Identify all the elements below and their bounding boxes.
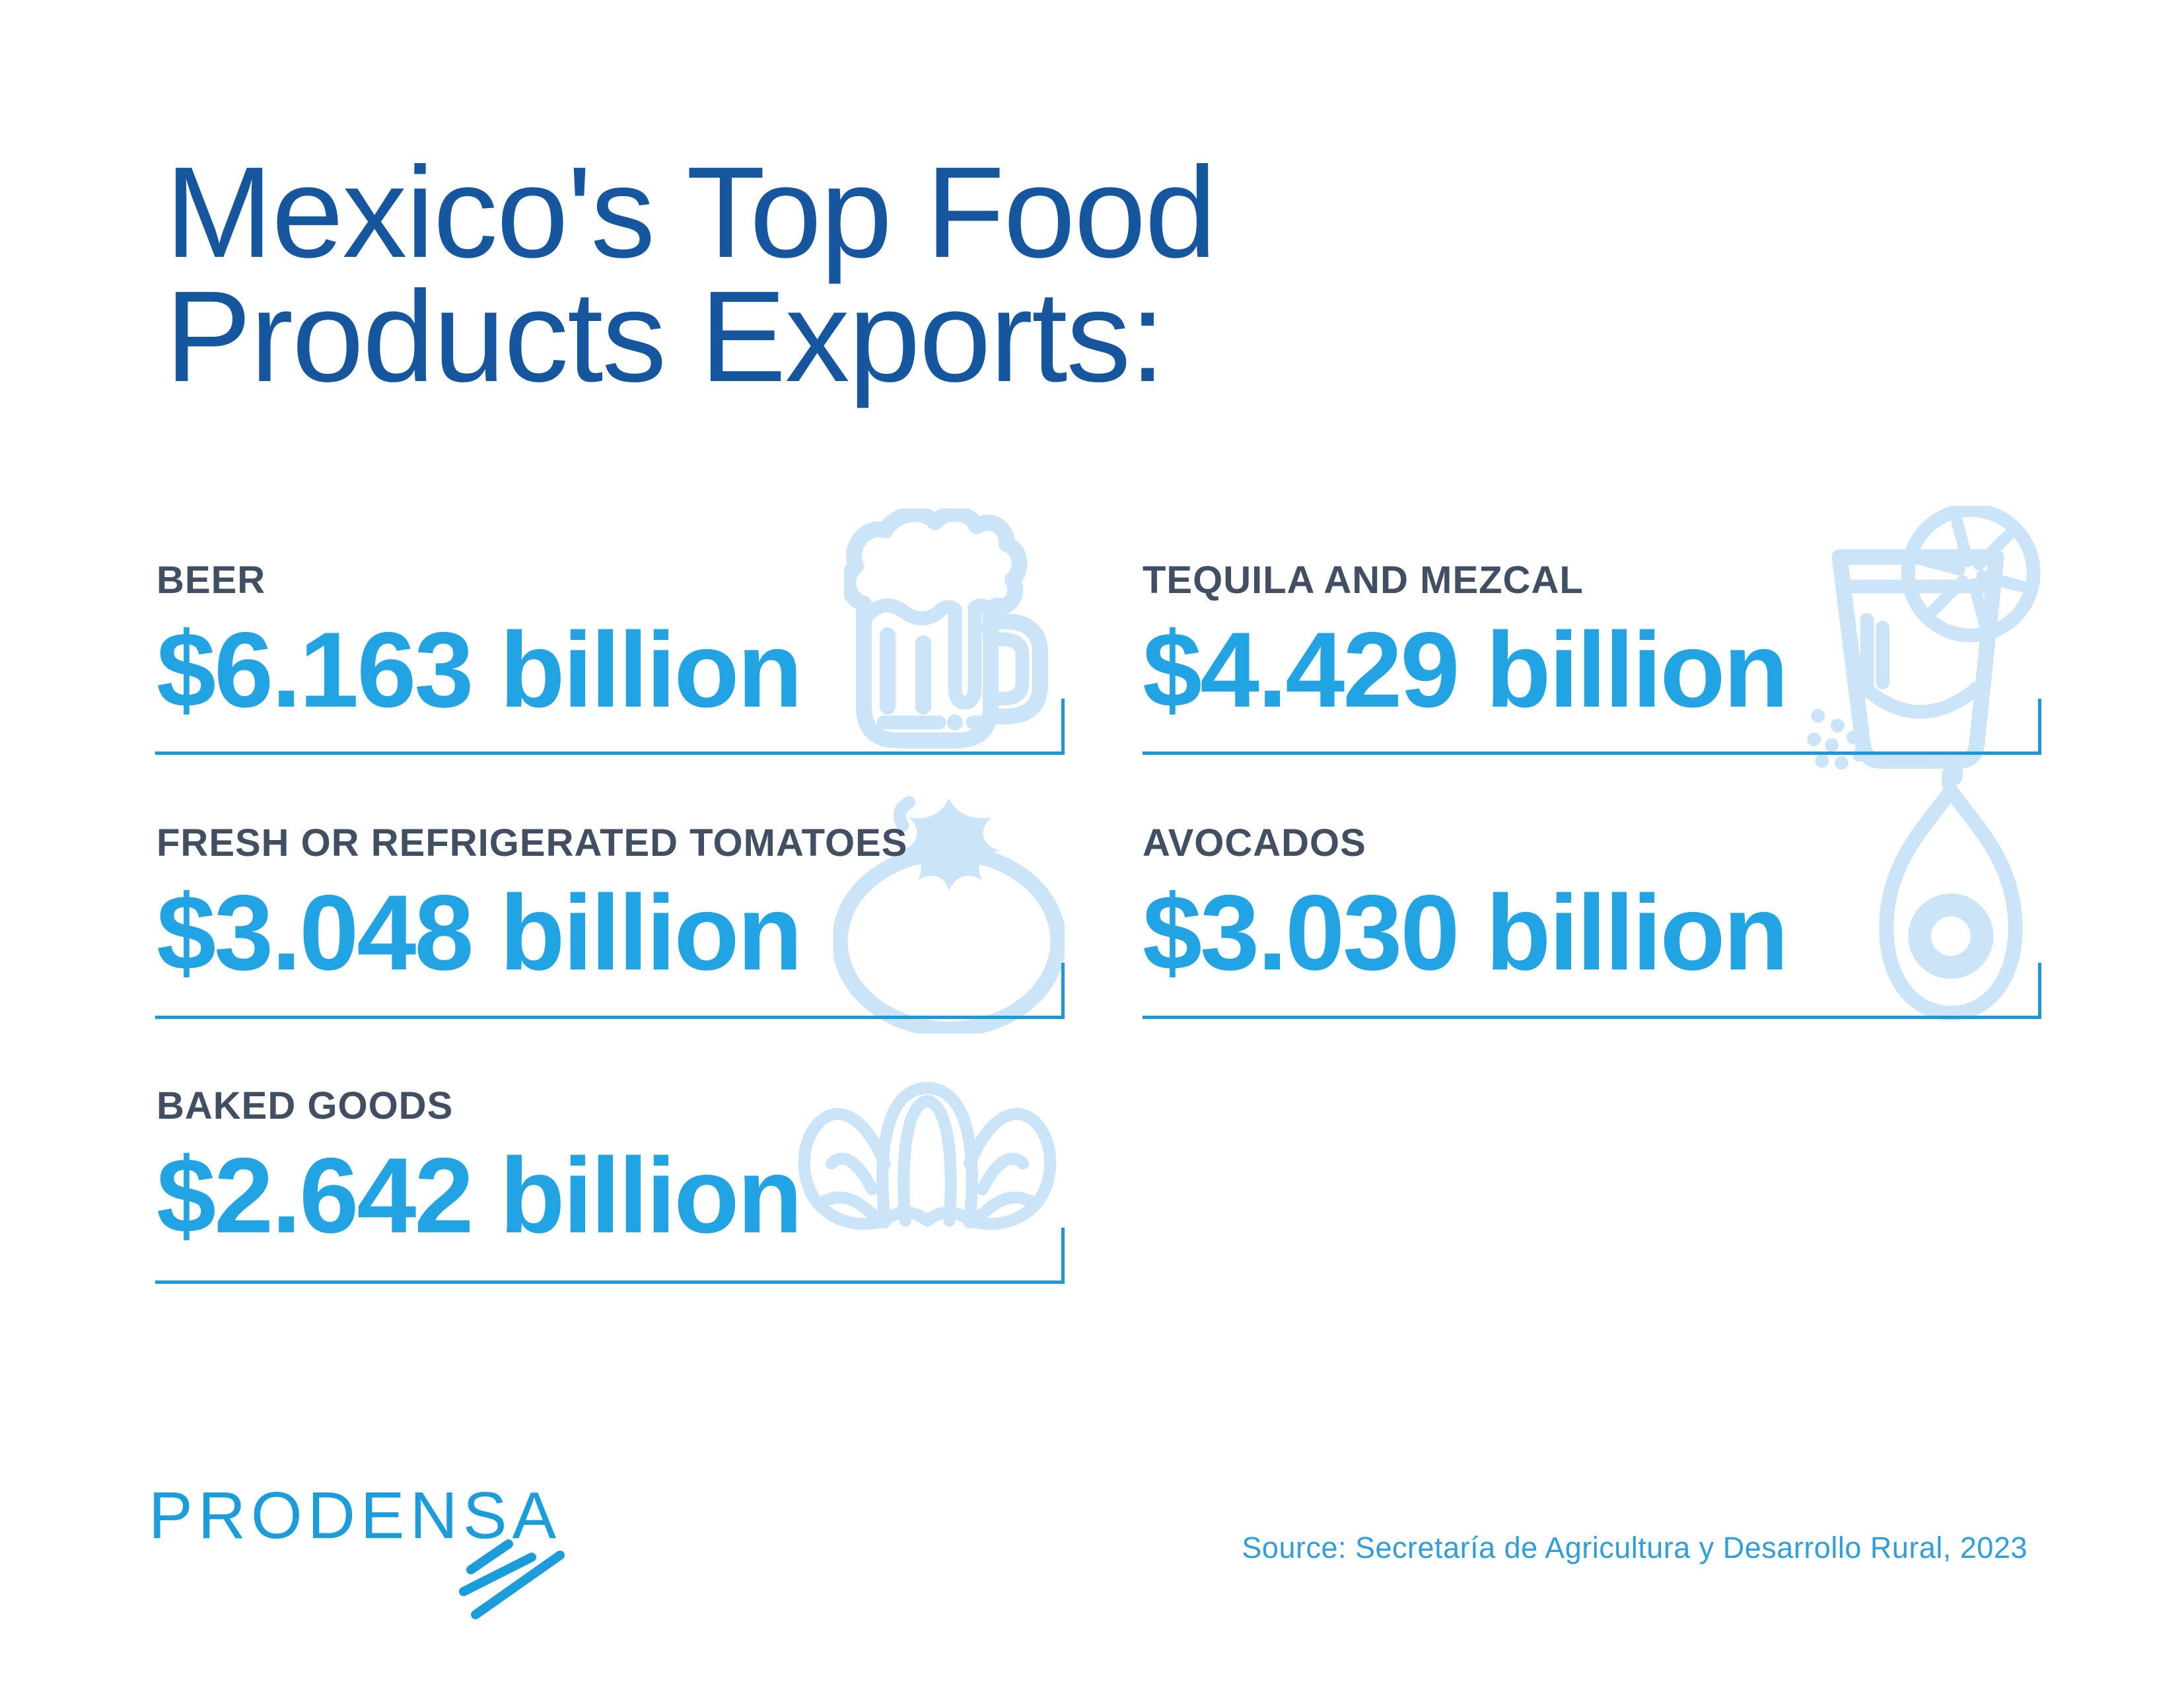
stat-value: $2.642 billion <box>157 1136 802 1255</box>
divider-rule <box>155 699 1065 755</box>
stat-card-baked-goods: BAKED GOODS $2.642 billion <box>157 1084 802 1255</box>
stat-label: TEQUILA AND MEZCAL <box>1143 559 1584 602</box>
stat-card-tequila: TEQUILA AND MEZCAL $4.429 billion <box>1143 559 1788 730</box>
tomato-icon <box>833 790 1065 1034</box>
stat-label: FRESH OR REFRIGERATED TOMATOES <box>157 822 908 864</box>
stat-value: $6.163 billion <box>157 610 802 730</box>
prodensa-slashes-icon <box>457 1537 568 1624</box>
source-text: Source: Secretaría de Agricultura y Desa… <box>1242 1531 2027 1564</box>
stat-card-tomatoes: FRESH OR REFRIGERATED TOMATOES $3.048 bi… <box>157 824 907 987</box>
stat-value: $3.048 billion <box>157 873 802 993</box>
tequila-glass-icon <box>1806 506 2041 790</box>
stat-card-avocados: AVOCADOS $3.030 billion <box>1143 822 1788 993</box>
stat-card-beer: BEER $6.163 billion <box>157 559 802 730</box>
divider-rule <box>155 963 1065 1019</box>
divider-rule <box>155 1228 1065 1284</box>
stat-value: $4.429 billion <box>1143 610 1788 730</box>
beer-mug-icon <box>844 509 1066 758</box>
stat-label: BEER <box>157 559 266 602</box>
avocado-icon <box>1868 763 2034 1024</box>
prodensa-logo-text: PRODENSA <box>149 1479 562 1553</box>
stat-label: AVOCADOS <box>1143 822 1366 864</box>
page-title: Mexico's Top Food Products Exports: <box>165 140 1216 409</box>
divider-rule <box>1143 963 2041 1019</box>
stat-label: BAKED GOODS <box>157 1084 454 1127</box>
stat-value: $3.030 billion <box>1143 873 1788 993</box>
croissant-icon <box>787 1075 1067 1234</box>
divider-rule <box>1143 699 2041 755</box>
